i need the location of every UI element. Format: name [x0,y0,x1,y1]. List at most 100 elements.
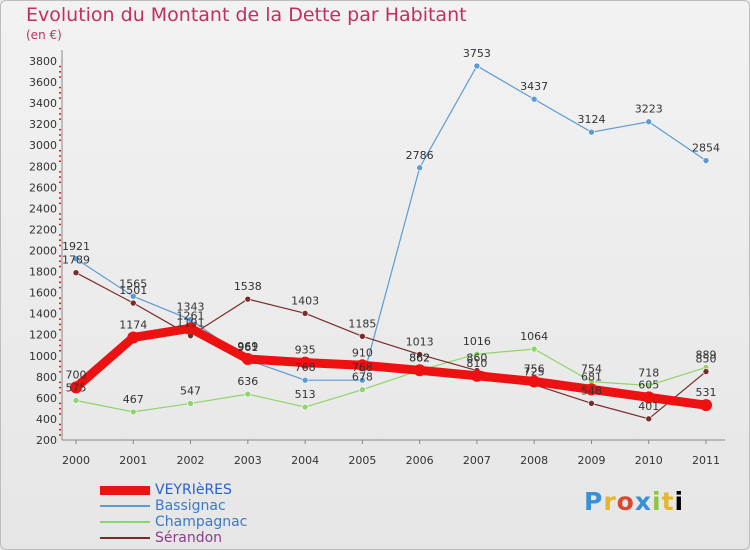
logo-letter: i [652,487,662,516]
data-label: 3223 [635,103,663,116]
x-tick-label: 2002 [177,454,205,467]
data-point [645,415,653,423]
data-point [585,383,598,396]
data-point [473,350,481,358]
data-label: 548 [581,384,602,397]
data-label: 754 [581,363,602,376]
data-point [244,390,252,398]
data-point [416,351,423,358]
y-tick-label: 2200 [29,223,57,236]
y-minor-tick [59,323,61,326]
data-point [244,295,252,303]
y-minor-tick [59,260,61,263]
y-minor-tick [59,365,61,368]
logo-letter: x [634,487,652,516]
series-line-bassignac [75,65,707,381]
data-label: 1921 [62,240,90,253]
y-tick-label: 3000 [29,139,57,152]
x-tick-label: 2000 [62,454,90,467]
data-label: 961 [237,341,258,354]
data-label: 718 [638,366,659,379]
data-label: 862 [409,351,430,364]
y-minor-tick [59,213,61,215]
x-tick-label: 2009 [577,454,605,467]
data-label: 935 [295,344,316,357]
data-label: 3753 [463,47,491,60]
y-minor-tick [59,297,61,299]
data-label: 756 [524,362,545,375]
x-tick-label: 2003 [234,454,262,467]
data-label: 1538 [234,280,262,293]
series-line-veyrières [71,323,711,410]
data-label: 850 [696,353,717,366]
data-label: 1343 [177,301,205,314]
y-minor-tick [59,392,61,394]
data-point [241,353,254,366]
legend-label: Sérandon [155,530,223,546]
data-point [588,128,595,136]
x-tick-label: 2005 [348,454,376,467]
data-point [645,382,653,389]
y-tick-label: 2000 [29,245,57,258]
y-tick-label: 3200 [29,118,57,131]
y-minor-tick [59,181,61,184]
y-tick-label: 3400 [29,97,57,110]
data-point [702,157,710,164]
y-minor-tick [59,350,61,352]
data-label: 467 [123,393,144,406]
y-minor-tick [59,86,61,89]
data-label: 910 [352,346,373,359]
logo-letter: P [584,487,604,516]
data-point [72,397,80,404]
data-label: 1016 [463,335,491,348]
y-minor-tick [59,407,61,410]
y-minor-tick [59,344,61,347]
legend-swatch [100,537,150,539]
data-point [528,375,541,388]
data-point [470,369,483,382]
y-minor-tick [59,107,61,110]
data-point [588,400,595,407]
y-minor-tick [59,202,61,205]
y-tick-label: 1200 [29,329,57,342]
y-minor-tick [59,234,61,236]
data-point [702,368,710,375]
data-label: 862 [409,351,430,364]
data-label: 860 [466,352,487,365]
y-tick-label: 800 [36,371,57,384]
y-minor-tick [59,286,61,289]
series-line-champagnac [75,348,707,413]
data-point [301,310,309,317]
y-tick-label: 1800 [29,266,57,279]
y-tick-label: 200 [36,434,57,447]
x-tick-label: 2010 [635,454,663,467]
y-minor-tick [59,223,61,226]
y-minor-tick [59,71,61,73]
data-point [356,359,369,372]
y-tick-label: 1600 [29,287,57,300]
y-minor-tick [59,197,61,199]
data-label: 3437 [520,80,548,93]
data-point [530,95,538,103]
y-tick-label: 400 [36,413,57,426]
y-minor-tick [59,276,61,278]
data-point [301,376,309,384]
legend-item: Champagnac [100,514,400,530]
x-tick-label: 2001 [119,454,147,467]
y-minor-tick [59,65,61,68]
y-minor-tick [59,307,61,310]
data-point [72,269,80,277]
data-label: 768 [295,361,316,374]
x-tick-label: 2008 [520,454,548,467]
y-tick-label: 600 [36,392,57,405]
y-minor-tick [59,371,61,373]
legend: VEYRIèRES Bassignac Champagnac Sérandon [100,482,400,546]
data-label: 725 [524,366,545,379]
legend-item: VEYRIèRES [100,482,400,498]
data-point [301,403,309,411]
legend-item: Bassignac [100,498,400,514]
y-tick-label: 1000 [29,350,57,363]
data-label: 605 [638,378,659,391]
